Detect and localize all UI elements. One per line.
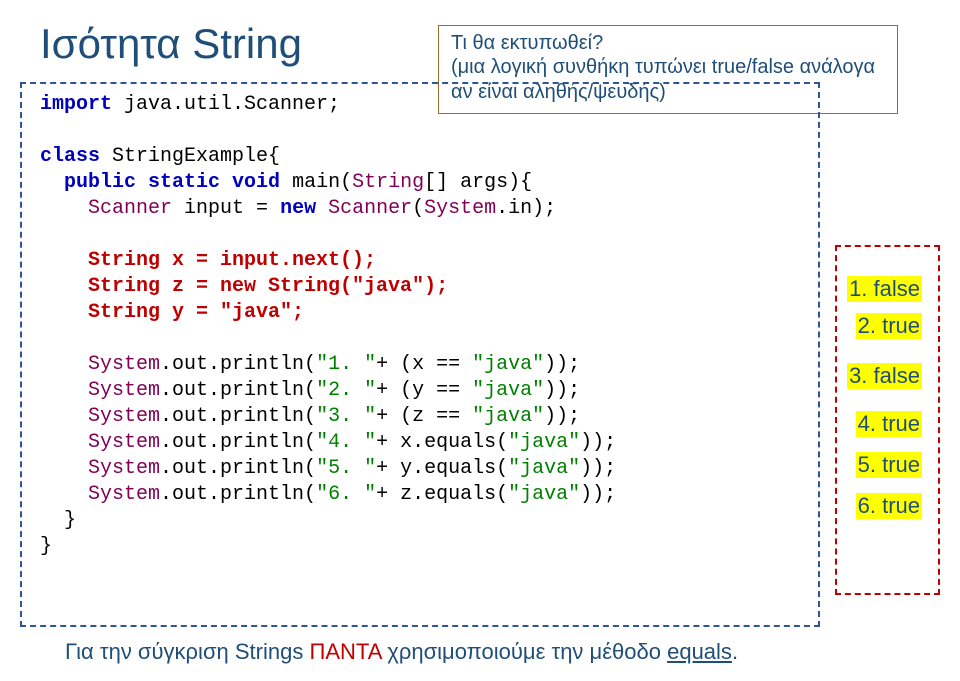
t: ( <box>412 197 424 220</box>
kw: class <box>40 145 100 168</box>
t: input = <box>172 197 280 220</box>
kw: System <box>40 483 160 506</box>
footer-t4: equals <box>667 639 732 664</box>
kw: public static void <box>64 171 280 194</box>
kw: System <box>40 457 160 480</box>
answer-3: 3. false <box>847 363 922 389</box>
t: .out.println( <box>160 353 316 376</box>
callout-line1: Τι θα εκτυπωθεί? <box>451 32 885 55</box>
footer-t5: . <box>732 639 738 664</box>
t: )); <box>544 379 580 402</box>
kw: System <box>40 405 160 428</box>
t: + (y == <box>376 379 472 402</box>
footer-t1: Για την σύγκριση Strings <box>65 639 309 664</box>
footer-t2: ΠΑΝΤΑ <box>309 639 381 664</box>
str: "java" <box>472 353 544 376</box>
t: .out.println( <box>160 405 316 428</box>
t: java.util.Scanner; <box>112 93 340 116</box>
footer-t3: χρησιμοποιούμε την μέθοδο <box>381 639 667 664</box>
kw: new <box>280 197 316 220</box>
t: + (z == <box>376 405 472 428</box>
code-block: import java.util.Scanner; class StringEx… <box>40 92 616 560</box>
t: .out.println( <box>160 379 316 402</box>
t: )); <box>580 483 616 506</box>
answer-5: 5. true <box>856 452 922 478</box>
t: } <box>40 509 76 532</box>
str: "java" <box>508 483 580 506</box>
t <box>316 197 328 220</box>
kw: System <box>424 197 496 220</box>
kw: String <box>352 171 424 194</box>
str: "3. " <box>316 405 376 428</box>
t: )); <box>580 431 616 454</box>
answer-2: 2. true <box>856 313 922 339</box>
red-line: String z = new String("java"); <box>40 275 448 298</box>
t: main( <box>280 171 352 194</box>
t: } <box>40 535 52 558</box>
t: )); <box>580 457 616 480</box>
t: + z.equals( <box>376 483 508 506</box>
t: .out.println( <box>160 457 316 480</box>
str: "java" <box>472 405 544 428</box>
str: "java" <box>508 431 580 454</box>
str: "6. " <box>316 483 376 506</box>
str: "5. " <box>316 457 376 480</box>
t: StringExample{ <box>100 145 280 168</box>
kw: System <box>40 379 160 402</box>
answer-6: 6. true <box>856 493 922 519</box>
answer-4: 4. true <box>856 411 922 437</box>
t: + (x == <box>376 353 472 376</box>
answer-1: 1. false <box>847 276 922 302</box>
t <box>40 197 88 220</box>
t: + x.equals( <box>376 431 508 454</box>
str: "4. " <box>316 431 376 454</box>
kw: System <box>40 431 160 454</box>
t: [] args){ <box>424 171 532 194</box>
kw: System <box>40 353 160 376</box>
str: "2. " <box>316 379 376 402</box>
str: "java" <box>508 457 580 480</box>
kw: Scanner <box>328 197 412 220</box>
t: + y.equals( <box>376 457 508 480</box>
str: "java" <box>472 379 544 402</box>
slide-title: Ισότητα String <box>40 20 302 68</box>
t: .in); <box>496 197 556 220</box>
t: .out.println( <box>160 483 316 506</box>
t: )); <box>544 353 580 376</box>
red-line: String x = input.next(); <box>40 249 376 272</box>
kw: import <box>40 93 112 116</box>
t: )); <box>544 405 580 428</box>
kw: Scanner <box>88 197 172 220</box>
t <box>40 171 64 194</box>
str: "1. " <box>316 353 376 376</box>
red-line: String y = "java"; <box>40 301 304 324</box>
footer-text: Για την σύγκριση Strings ΠΑΝΤΑ χρησιμοπο… <box>65 639 738 665</box>
t: .out.println( <box>160 431 316 454</box>
